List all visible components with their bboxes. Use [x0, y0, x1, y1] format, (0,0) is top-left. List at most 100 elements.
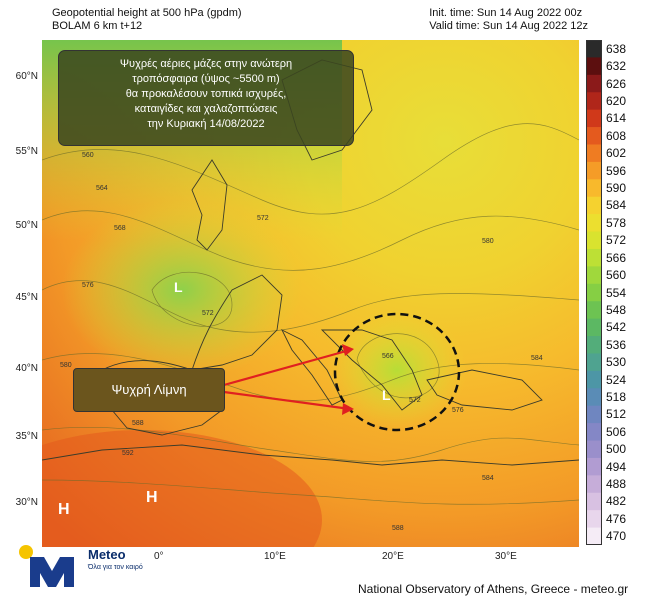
colorbar-label: 506	[606, 424, 627, 439]
colorbar	[586, 40, 602, 545]
message-line: Ψυχρές αέριες μάζες στην ανώτερη	[119, 58, 293, 70]
colorbar-swatch	[586, 92, 602, 111]
colorbar-label: 620	[606, 93, 627, 108]
lat-label: 60°N	[15, 71, 38, 82]
contour-label: 584	[482, 475, 494, 482]
message-line: καταιγίδες και χαλαζοπτώσεις	[134, 103, 278, 115]
arrow-lower	[223, 390, 351, 411]
lat-label: 40°N	[15, 363, 38, 374]
colorbar-swatch	[586, 423, 602, 442]
contour-label: 580	[482, 238, 494, 245]
contour-label: 560	[82, 152, 94, 159]
contour-label: 572	[409, 397, 421, 404]
chart-times: Init. time: Sun 14 Aug 2022 00z Valid ti…	[429, 7, 588, 33]
colorbar-label: 566	[606, 250, 627, 265]
colorbar-label: 614	[606, 111, 627, 126]
logo-tagline: Όλα για τον καιρό	[88, 564, 143, 571]
colorbar-swatch	[586, 127, 602, 145]
contour-label: 580	[60, 362, 72, 369]
colorbar-swatch	[586, 492, 602, 511]
colorbar-swatch	[586, 74, 602, 93]
colorbar-swatch	[586, 40, 602, 58]
cold-lake-label: Ψυχρή Λίμνη	[73, 368, 225, 412]
colorbar-swatch	[586, 283, 602, 302]
contour-label: 592	[122, 450, 134, 457]
colorbar-swatch	[586, 527, 602, 545]
colorbar-swatch	[586, 57, 602, 76]
contour-label: 576	[82, 282, 94, 289]
contour-label: 584	[531, 355, 543, 362]
colorbar-label: 602	[606, 146, 627, 161]
colorbar-label: 536	[606, 337, 627, 352]
colorbar-swatch	[586, 231, 602, 250]
arrow-upper	[223, 348, 351, 387]
colorbar-label: 524	[606, 372, 627, 387]
colorbar-swatch	[586, 336, 602, 354]
logo-name: Meteo	[88, 547, 126, 562]
arrow-upper-head	[342, 344, 354, 356]
colorbar-label: 494	[606, 459, 627, 474]
lon-label: 20°E	[382, 551, 404, 562]
coastline-africa	[42, 444, 579, 466]
colorbar-label: 554	[606, 285, 627, 300]
colorbar-labels: 638 632 626 620 614 608 602 596 590 584 578 572 566 5…	[604, 40, 644, 545]
lon-label: 30°E	[495, 551, 517, 562]
colorbar-label: 548	[606, 302, 627, 317]
colorbar-label: 578	[606, 215, 627, 230]
colorbar-label: 470	[606, 529, 627, 544]
colorbar-label: 488	[606, 477, 627, 492]
colorbar-border	[586, 40, 602, 545]
contour-line	[42, 353, 579, 402]
high-pressure-marker: H	[58, 501, 70, 518]
colorbar-swatch	[586, 475, 602, 494]
contour-label: 572	[202, 310, 214, 317]
colorbar-label: 638	[606, 41, 627, 56]
message-line: θα προκαλέσουν τοπικά ισχυρές,	[125, 88, 287, 100]
cold-lake-outline	[333, 312, 461, 432]
lat-label: 30°N	[15, 497, 38, 508]
contour-label: 576	[452, 407, 464, 414]
coastline-turkey	[426, 369, 543, 411]
colorbar-label: 632	[606, 59, 627, 74]
colorbar-swatch	[586, 353, 602, 372]
low-pressure-marker: L	[174, 279, 183, 295]
colorbar-swatch	[586, 388, 602, 407]
low-pressure-marker: L	[382, 387, 391, 403]
coastline-france	[191, 274, 283, 371]
high-pressure-marker: H	[146, 489, 158, 506]
contour-label: 566	[382, 353, 394, 360]
init-time: Init. time: Sun 14 Aug 2022 00z	[429, 7, 583, 19]
colorbar-label: 518	[606, 389, 627, 404]
message-line: την Κυριακή 14/08/2022	[147, 118, 265, 130]
lon-label: 0°	[154, 551, 164, 562]
contour-line	[42, 479, 579, 505]
contour-line	[42, 426, 579, 462]
colorbar-swatch	[586, 405, 602, 424]
colorbar-swatch	[586, 510, 602, 529]
contour-line	[356, 333, 440, 399]
colorbar-label: 560	[606, 268, 627, 283]
footer-credit: National Observatory of Athens, Greece -…	[358, 582, 629, 596]
contour-line	[42, 123, 579, 215]
colorbar-swatch	[586, 144, 602, 163]
colorbar-swatch	[586, 440, 602, 459]
lat-label: 50°N	[15, 220, 38, 231]
valid-time: Valid time: Sun 14 Aug 2022 12z	[429, 20, 588, 32]
colorbar-label: 542	[606, 320, 627, 335]
colorbar-label: 596	[606, 163, 627, 178]
logo-sun-dot	[19, 545, 33, 559]
contour-label: 588	[392, 525, 404, 532]
title-line-2: BOLAM 6 km t+12	[52, 20, 143, 32]
colorbar-label: 512	[606, 407, 627, 422]
cold-lake-field	[327, 310, 467, 430]
coastline-italy	[280, 328, 343, 406]
lat-label: 35°N	[15, 431, 38, 442]
colorbar-swatch	[586, 301, 602, 320]
chart-title: Geopotential height at 500 hPa (gpdm) BO…	[52, 7, 242, 33]
colorbar-label: 482	[606, 494, 627, 509]
colorbar-label: 530	[606, 355, 627, 370]
west-low-field	[62, 200, 302, 380]
colorbar-label: 476	[606, 511, 627, 526]
coastline-britain	[191, 159, 228, 251]
contour-line	[151, 271, 233, 327]
